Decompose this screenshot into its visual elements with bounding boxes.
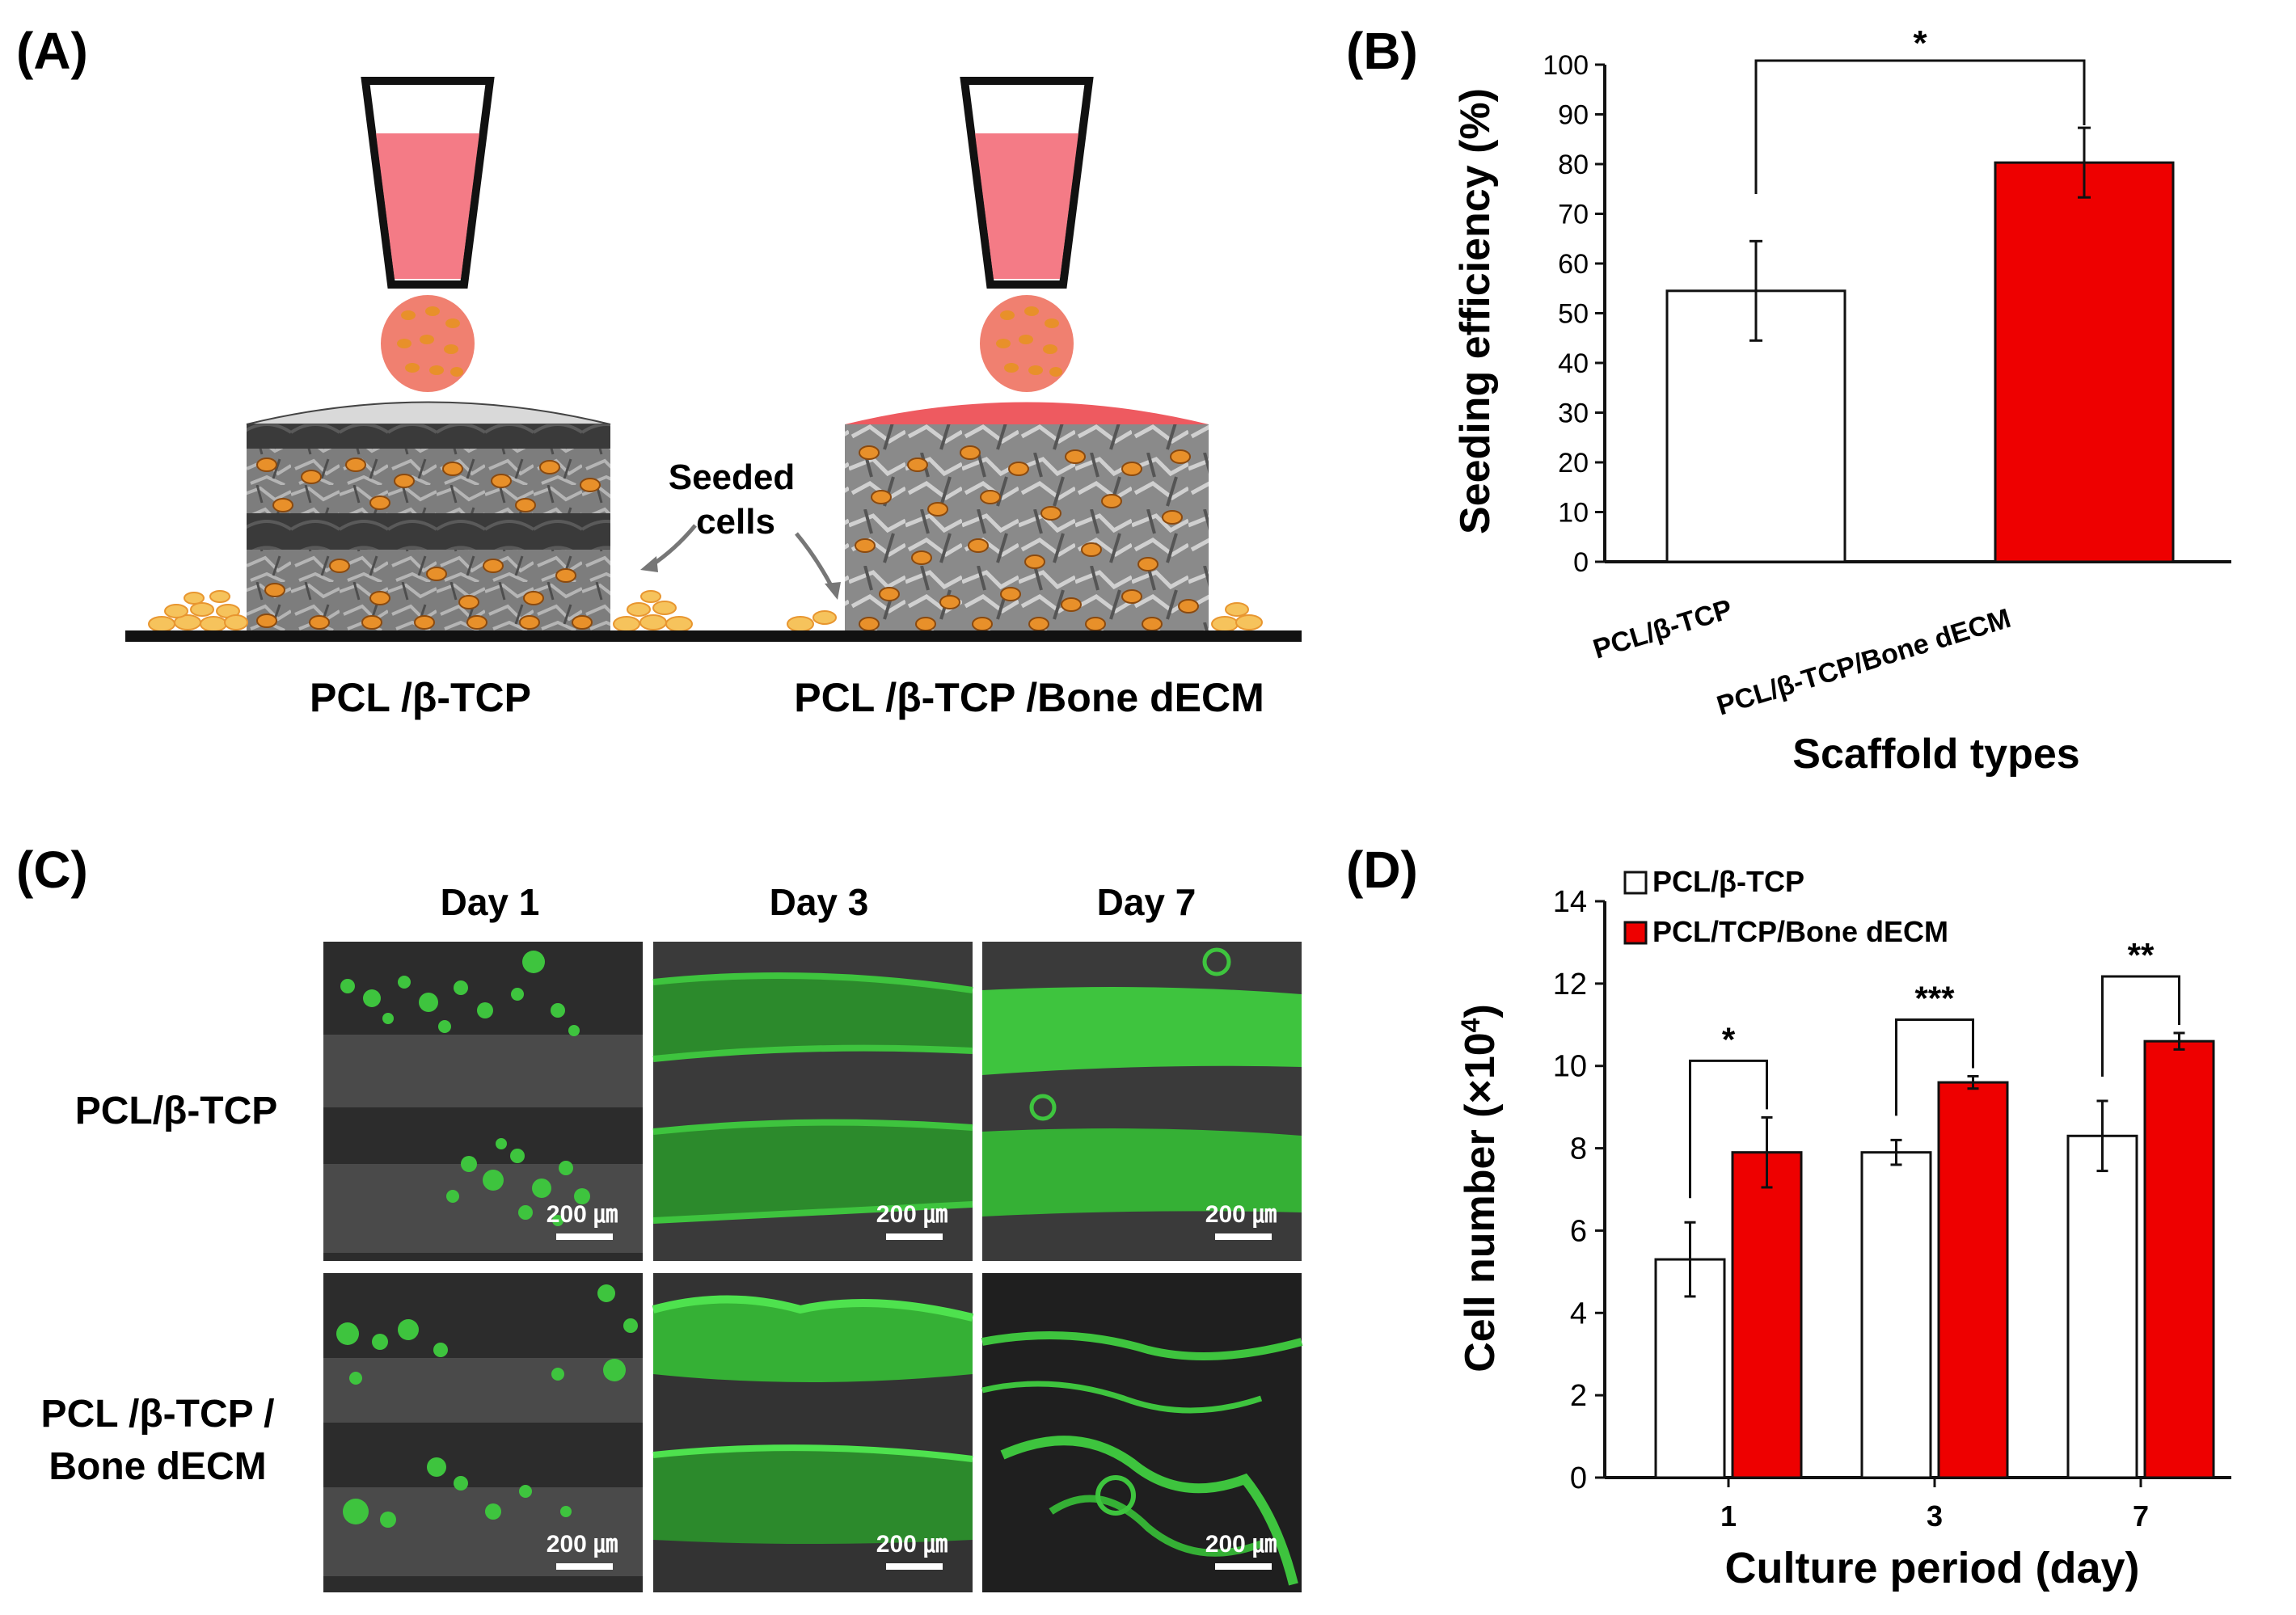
bar [1860,1151,1932,1479]
scale-bar-label: 200 ㎛ [547,1201,618,1229]
y-tick-label: 4 [1570,1297,1587,1330]
y-tick-label: 8 [1570,1132,1587,1166]
scale-bar [886,1233,943,1240]
x-tick-label: 1 [1720,1499,1737,1533]
dome-right [845,402,1209,424]
bar [1994,161,2175,563]
significance-label: * [1722,1020,1736,1058]
significance-label: * [1913,23,1927,63]
column-label-day1: Day 1 [441,881,540,923]
scale-bar [556,1563,613,1570]
y-tick-label: 0 [1570,1461,1587,1495]
micrograph-pcl-tcp-decm-day3: 200 ㎛ [652,1273,974,1592]
panel-label-b: (B) [1346,22,1418,80]
significance-bracket [2101,975,2180,1077]
y-tick-label: 100 [1543,50,1589,81]
y-axis-title: Cell number (×104) [1456,1004,1504,1373]
x-axis-title: Scaffold types [1792,731,2079,778]
panel-label-c: (C) [16,841,88,899]
legend-label: PCL/TCP/Bone dECM [1652,915,1948,948]
x-axis-title: Culture period (day) [1724,1544,2139,1592]
y-tick-label: 14 [1553,885,1587,919]
panel-label-a: (A) [16,22,88,80]
y-tick-label: 30 [1558,398,1589,429]
scale-bar-label: 200 ㎛ [1205,1531,1277,1558]
scale-bar-label: 200 ㎛ [876,1531,948,1558]
micrograph-pcl-tcp-day7: 200 ㎛ [982,942,1302,1261]
seeded-cells-arrow-right [795,532,835,590]
y-tick-label: 2 [1570,1379,1587,1413]
y-tick-label: 20 [1558,448,1589,479]
bar [1937,1081,2009,1479]
y-tick-label: 80 [1558,150,1589,180]
micrograph-pcl-tcp-decm-day1: 200 ㎛ [323,1273,643,1592]
panel-label-d: (D) [1346,841,1418,899]
scale-bar [886,1563,943,1570]
panel-c: (C) Day 1 Day 3 Day 7 PCL/β-TCP PCL /β-T… [16,841,1303,1592]
scale-bar [1215,1563,1272,1570]
column-label-day3: Day 3 [770,881,869,923]
row-label-pcl-tcp-decm-line1: PCL /β-TCP / [41,1393,275,1436]
y-tick-label: 6 [1570,1214,1587,1248]
scale-bar-label: 200 ㎛ [876,1201,948,1229]
row-label-pcl-tcp: PCL/β-TCP [75,1090,278,1132]
seeded-cells-label-line1: Seeded [669,458,796,497]
legend-swatch [1623,921,1648,945]
scaffold-right [845,402,1209,633]
micrograph-pcl-tcp-day3: 200 ㎛ [652,942,973,1261]
x-tick-label: 7 [2133,1499,2149,1533]
scale-bar [556,1233,613,1240]
scale-bar-label: 200 ㎛ [547,1531,618,1558]
y-tick-label: 50 [1558,299,1589,330]
column-label-day7: Day 7 [1097,881,1197,923]
base-surface [125,630,1302,642]
scaffold-left-label: PCL /β-TCP [310,675,531,720]
pipette-right [960,77,1094,392]
y-tick-label: 10 [1553,1050,1587,1084]
y-tick-label: 70 [1558,200,1589,230]
row-label-pcl-tcp-decm-line2: Bone dECM [49,1445,266,1488]
panel-a: (A) [16,22,1302,720]
significance-label: *** [1914,979,1955,1017]
y-tick-label: 40 [1558,348,1589,379]
y-tick-label: 90 [1558,100,1589,131]
legend-swatch [1623,871,1648,895]
pipette-left [361,77,495,392]
seeded-cells-arrow-left [649,524,697,568]
significance-bracket [1689,1059,1768,1199]
significance-bracket [1895,1018,1974,1116]
dome-left [246,401,611,425]
seeded-cells-label-line2: cells [696,502,775,542]
y-axis-title: Seeding efficiency (%) [1452,88,1499,534]
legend-label: PCL/β-TCP [1652,865,1804,898]
y-tick-label: 60 [1558,249,1589,280]
seeded-cells-base [148,590,1263,632]
scaffold-left [246,401,611,633]
scale-bar-label: 200 ㎛ [1205,1201,1277,1229]
x-tick-label: 3 [1927,1499,1943,1533]
x-tick-label: PCL/β-TCP/Bone dECM [1713,603,2014,722]
panel-d: (D) 0 2 4 6 8 10 12 14 1 * 3 *** 7 ** PCL/β-TCP PCL/TCP… [1346,841,2231,1592]
bar [1731,1151,1803,1479]
y-tick-label: 0 [1573,547,1589,578]
micrograph-pcl-tcp-decm-day7: 200 ㎛ [981,1273,1303,1592]
scaffold-right-label: PCL /β-TCP /Bone dECM [794,675,1264,720]
bar [2143,1039,2215,1479]
y-tick-label: 10 [1558,498,1589,529]
bar [2066,1134,2138,1479]
significance-bracket [1754,59,2086,194]
panel-b: (B) 0 10 20 30 40 50 60 70 80 90 100 * PCL/β-TCPPCL/… [1346,22,2231,778]
y-tick-label: 12 [1553,968,1587,1001]
x-tick-label: PCL/β-TCP [1589,593,1736,664]
micrograph-pcl-tcp-day1: 200 ㎛ [323,942,643,1261]
scale-bar [1215,1233,1272,1240]
significance-label: ** [2128,936,2155,974]
